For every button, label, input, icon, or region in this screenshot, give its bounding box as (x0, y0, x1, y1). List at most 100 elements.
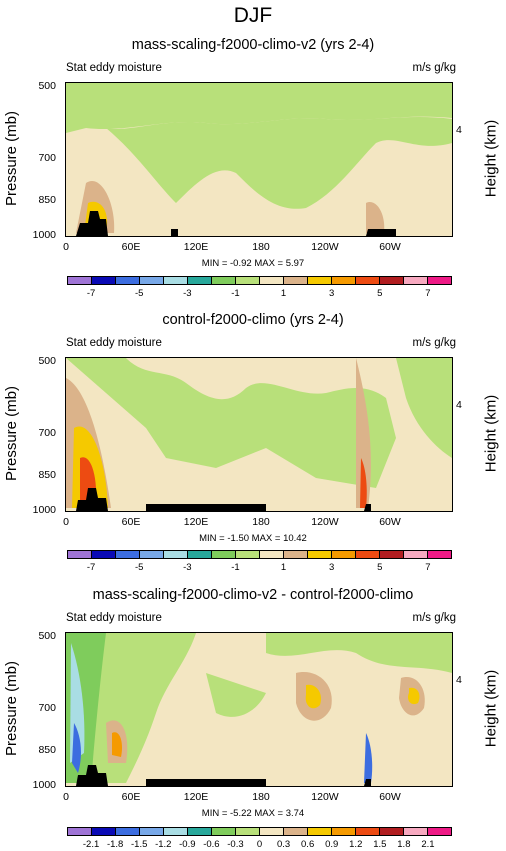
panel-2-plot (65, 357, 453, 512)
panel-1-ytick-700: 700 (38, 152, 56, 164)
panel-1-ytick-1000: 1000 (32, 229, 56, 241)
colorbar-swatch (164, 277, 188, 284)
colorbar-swatch (284, 551, 308, 558)
panel-2-xtick-120w: 120W (311, 516, 339, 528)
colorbar-swatch (140, 828, 164, 835)
colorbar-swatch (92, 828, 116, 835)
panel-1-htick-4: 4 (456, 124, 462, 136)
colorbar-swatch (284, 277, 308, 284)
colorbar-swatch (404, 551, 428, 558)
panel-2-xtick-60e: 60E (121, 516, 141, 528)
colorbar-swatch (380, 277, 404, 284)
colorbar-swatch (140, 551, 164, 558)
panel-3-subtitle-left: Stat eddy moisture (66, 612, 162, 624)
colorbar-swatch (260, 277, 284, 284)
panel-3-xtick-120e: 120E (183, 791, 209, 803)
colorbar-label: -5 (134, 562, 144, 573)
panel-1-xtick-60w: 60W (379, 241, 401, 253)
colorbar-swatch (260, 828, 284, 835)
colorbar-swatch (116, 551, 140, 558)
colorbar-label: 1 (280, 562, 287, 573)
panel-1-plot (65, 82, 453, 237)
panel-1-stats: MIN = -0.92 MAX = 5.97 (201, 258, 305, 269)
colorbar-label: -7 (86, 562, 96, 573)
colorbar-label: -1.5 (131, 839, 148, 850)
colorbar-label: -0.9 (179, 839, 196, 850)
colorbar-swatch (356, 551, 380, 558)
panel-2-colorbar (67, 550, 452, 559)
panel-2-htick-4: 4 (456, 399, 462, 411)
colorbar-label: 3 (329, 562, 335, 573)
colorbar-swatch (332, 277, 356, 284)
colorbar-swatch (308, 828, 332, 835)
panel-1-green-band (66, 83, 452, 133)
colorbar-swatch (68, 277, 92, 284)
panel-3-ytick-500: 500 (38, 630, 56, 642)
panel-1-xtick-60e: 60E (121, 241, 141, 253)
panel-3-ytick-850: 850 (38, 744, 56, 756)
panel-2-ylabel-right: Height (km) (482, 394, 500, 473)
panel-2-title: control-f2000-climo (yrs 2-4) (162, 312, 344, 328)
colorbar-swatch (68, 828, 92, 835)
panel-3-ylabel-left: Pressure (mb) (3, 660, 21, 757)
colorbar-swatch (380, 551, 404, 558)
colorbar-swatch (212, 551, 236, 558)
colorbar-swatch (308, 551, 332, 558)
panel-2-subtitle-left: Stat eddy moisture (66, 337, 162, 349)
panel-1-ylabel-left: Pressure (mb) (3, 110, 21, 207)
panel-2-xtick-60w: 60W (379, 516, 401, 528)
panel-3-stats: MIN = -5.22 MAX = 3.74 (201, 808, 305, 819)
panel-1-colorbar (67, 276, 452, 285)
panel-3-ytick-1000: 1000 (32, 779, 56, 791)
colorbar-swatch (116, 277, 140, 284)
panel-3-title: mass-scaling-f2000-climo-v2 - control-f2… (92, 587, 414, 603)
colorbar-label: 7 (425, 562, 431, 573)
panel-1-ylabel-right: Height (km) (482, 119, 500, 198)
panel-1-ytick-850: 850 (38, 194, 56, 206)
colorbar-label: -2.1 (82, 839, 100, 850)
panel-1-title: mass-scaling-f2000-climo-v2 (yrs 2-4) (131, 37, 375, 53)
colorbar-swatch (404, 828, 428, 835)
panel-2-topography (76, 488, 371, 511)
colorbar-label: -1 (231, 288, 240, 299)
colorbar-swatch (164, 828, 188, 835)
panel-3-htick-4: 4 (456, 674, 462, 686)
colorbar-swatch (68, 551, 92, 558)
panel-2-ylabel-left: Pressure (mb) (3, 385, 21, 482)
colorbar-swatch (188, 828, 212, 835)
panel-2-subtitle-right: m/s g/kg (412, 337, 456, 349)
colorbar-swatch (236, 828, 260, 835)
colorbar-swatch (356, 828, 380, 835)
panel-2-ytick-1000: 1000 (32, 504, 56, 516)
panel-3-xtick-60e: 60E (121, 791, 141, 803)
panel-3-xtick-0: 0 (63, 791, 69, 803)
colorbar-swatch (428, 551, 451, 558)
colorbar-label: 7 (425, 288, 431, 299)
colorbar-swatch (92, 551, 116, 558)
panel-1-xtick-180: 180 (252, 241, 270, 253)
panel-3-xtick-120w: 120W (311, 791, 339, 803)
colorbar-swatch (260, 551, 284, 558)
colorbar-label: 1.8 (397, 839, 411, 850)
panel-2-xtick-0: 0 (63, 516, 69, 528)
colorbar-label: 0.3 (276, 839, 291, 850)
colorbar-swatch (116, 828, 140, 835)
colorbar-label: 0.9 (325, 839, 339, 850)
colorbar-swatch (236, 277, 260, 284)
colorbar-swatch (308, 277, 332, 284)
colorbar-swatch (332, 551, 356, 558)
colorbar-label: -5 (134, 288, 144, 299)
colorbar-swatch (140, 277, 164, 284)
colorbar-swatch (188, 551, 212, 558)
panel-3-colorbar (67, 827, 452, 836)
panel-2-stats: MIN = -1.50 MAX = 10.42 (199, 533, 307, 544)
colorbar-swatch (428, 828, 451, 835)
colorbar-label: 0 (256, 839, 263, 850)
colorbar-label: -1.8 (106, 839, 124, 850)
colorbar-swatch (188, 277, 212, 284)
panel-3-ytick-700: 700 (38, 702, 56, 714)
colorbar-swatch (284, 828, 308, 835)
panel-1-xtick-0: 0 (63, 241, 69, 253)
colorbar-label: 1 (280, 288, 287, 299)
colorbar-swatch (380, 828, 404, 835)
